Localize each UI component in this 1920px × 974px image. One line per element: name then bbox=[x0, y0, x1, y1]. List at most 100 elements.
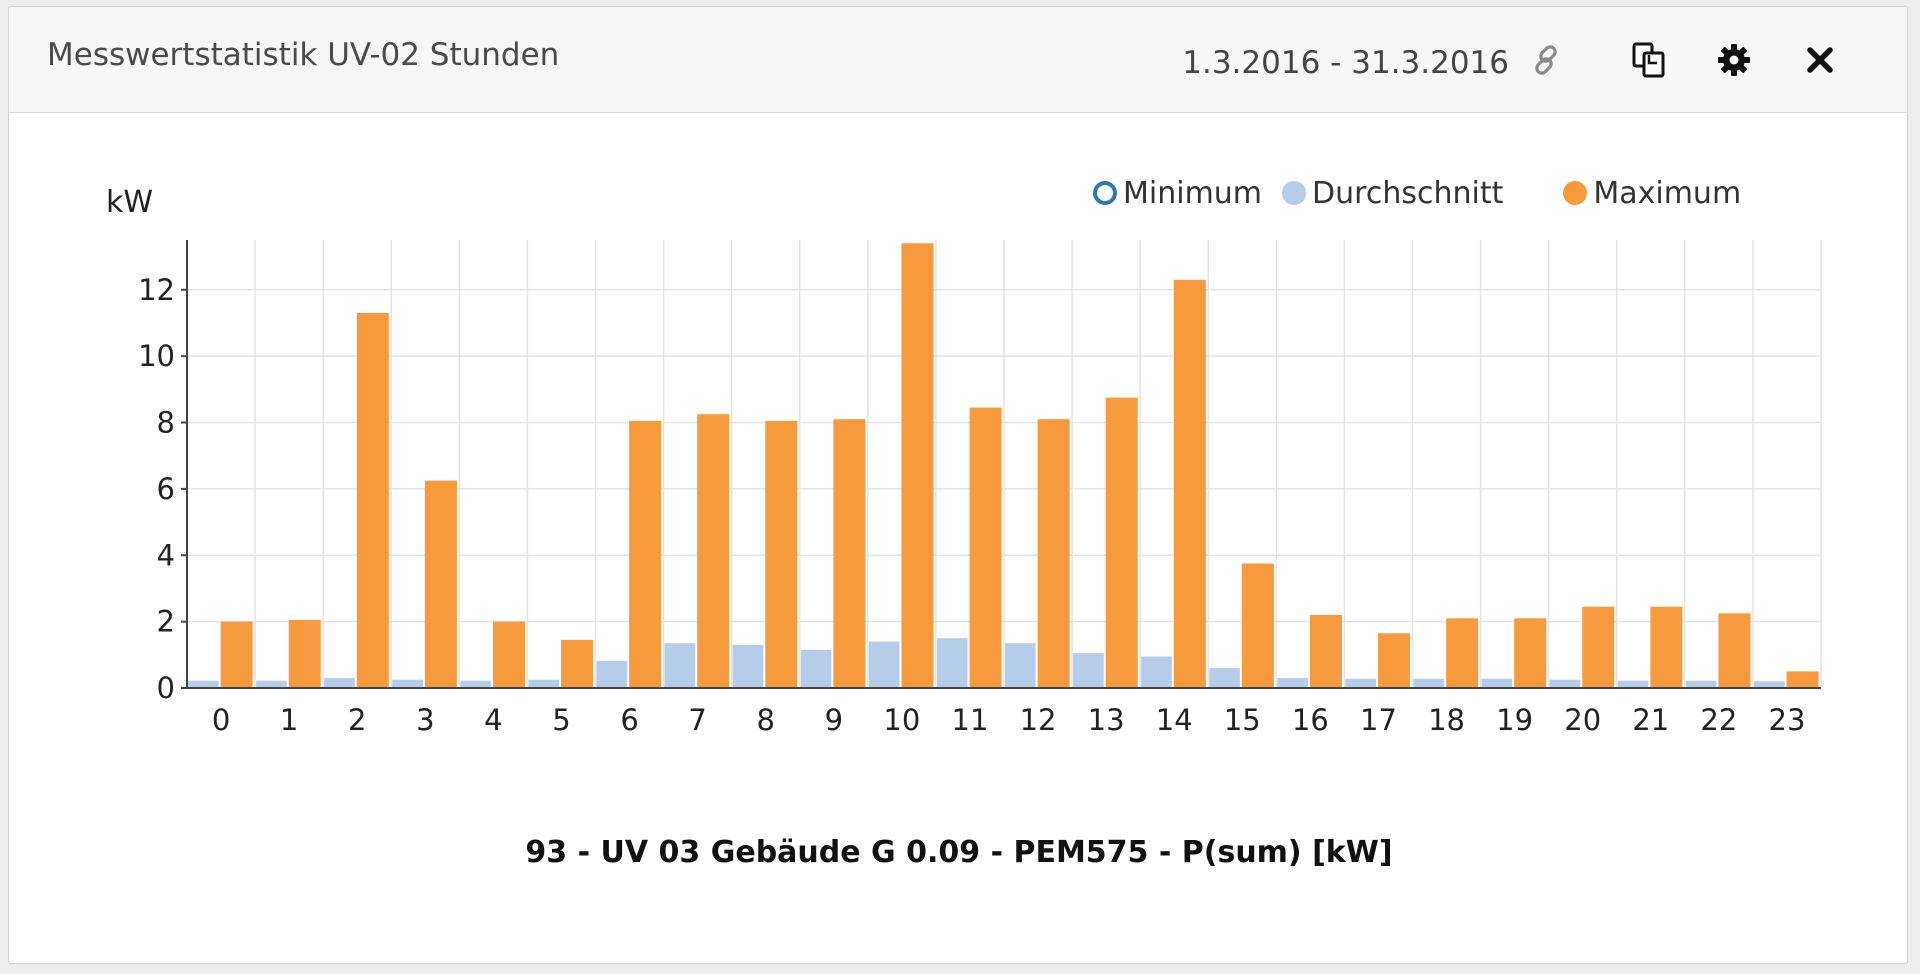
legend-item-maximum[interactable]: Maximum bbox=[1563, 176, 1741, 211]
x-tick-label: 8 bbox=[756, 703, 774, 737]
gear-icon bbox=[1718, 44, 1750, 76]
y-tick-label: 8 bbox=[157, 406, 175, 440]
x-tick-label: 23 bbox=[1769, 703, 1806, 737]
legend-marker-maximum bbox=[1563, 181, 1588, 205]
x-tick-label: 7 bbox=[688, 703, 706, 737]
y-tick-label: 2 bbox=[157, 605, 175, 639]
legend: Minimum Durchschnitt Maximum bbox=[1093, 173, 1741, 213]
bar-durchschnitt-3 bbox=[392, 679, 423, 688]
bar-maximum-4 bbox=[492, 621, 525, 688]
bar-durchschnitt-2 bbox=[324, 678, 355, 688]
bar-durchschnitt-6 bbox=[596, 660, 628, 688]
chart-area: 0 2 4 6 8 10 12 0 1 2 3 4 5 6 7 8 9 10 11 12 13 14 15 16 17 18 19 2… bbox=[9, 113, 1907, 963]
link-icon bbox=[1535, 45, 1557, 75]
close-button[interactable] bbox=[1795, 35, 1845, 85]
x-tick-label: 6 bbox=[620, 703, 638, 737]
legend-item-durchschnitt[interactable]: Durchschnitt bbox=[1282, 176, 1503, 211]
y-tick-label: 12 bbox=[138, 273, 175, 307]
x-tick-label: 20 bbox=[1564, 703, 1601, 737]
bar-maximum-20 bbox=[1582, 606, 1615, 688]
x-tick-label: 1 bbox=[280, 703, 298, 737]
x-tick-label: 12 bbox=[1020, 703, 1057, 737]
x-tick-label: 22 bbox=[1700, 703, 1737, 737]
x-tick-label: 2 bbox=[348, 703, 366, 737]
bar-maximum-9 bbox=[833, 419, 866, 688]
bar-durchschnitt-23 bbox=[1753, 681, 1785, 688]
y-tick-label: 6 bbox=[157, 472, 175, 506]
bar-maximum-7 bbox=[697, 414, 730, 688]
bar-maximum-3 bbox=[424, 480, 457, 688]
x-tick-label: 16 bbox=[1292, 703, 1329, 737]
bar-maximum-17 bbox=[1378, 633, 1411, 688]
x-tick-label: 9 bbox=[825, 703, 843, 737]
legend-marker-minimum bbox=[1093, 181, 1117, 205]
bar-durchschnitt-8 bbox=[732, 644, 764, 688]
x-tick-label: 3 bbox=[416, 703, 434, 737]
bar-maximum-12 bbox=[1037, 419, 1070, 688]
bar-durchschnitt-13 bbox=[1073, 653, 1104, 688]
legend-label-durchschnitt: Durchschnitt bbox=[1312, 175, 1504, 211]
bar-durchschnitt-11 bbox=[936, 638, 968, 688]
bar-maximum-14 bbox=[1173, 279, 1206, 688]
bar-durchschnitt-1 bbox=[256, 680, 287, 688]
x-tick-label: 10 bbox=[883, 703, 920, 737]
bar-maximum-10 bbox=[901, 243, 934, 688]
bar-durchschnitt-9 bbox=[800, 649, 832, 688]
bar-durchschnitt-5 bbox=[528, 679, 560, 688]
bar-maximum-11 bbox=[969, 407, 1002, 688]
bar-durchschnitt-22 bbox=[1685, 680, 1717, 688]
bar-maximum-23 bbox=[1786, 671, 1819, 688]
y-tick-label: 10 bbox=[138, 339, 175, 373]
bar-maximum-6 bbox=[629, 420, 662, 688]
x-tick-label: 0 bbox=[212, 703, 230, 737]
bar-maximum-21 bbox=[1650, 606, 1683, 688]
bar-maximum-16 bbox=[1309, 614, 1342, 688]
bar-durchschnitt-19 bbox=[1481, 678, 1513, 688]
x-tick-label: 14 bbox=[1156, 703, 1193, 737]
bar-durchschnitt-12 bbox=[1005, 643, 1036, 688]
x-tick-label: 4 bbox=[484, 703, 502, 737]
legend-marker-durchschnitt bbox=[1282, 181, 1307, 205]
panel-title: Messwertstatistik UV-02 Stunden bbox=[47, 37, 560, 73]
bar-maximum-13 bbox=[1105, 397, 1138, 688]
copy-icon bbox=[1632, 42, 1665, 78]
bar-durchschnitt-20 bbox=[1549, 679, 1581, 688]
copy-button[interactable] bbox=[1624, 35, 1674, 85]
bar-durchschnitt-4 bbox=[460, 680, 491, 688]
y-axis-label: kW bbox=[106, 185, 154, 220]
bar-durchschnitt-15 bbox=[1209, 668, 1240, 688]
x-tick-label: 19 bbox=[1496, 703, 1533, 737]
bar-durchschnitt-18 bbox=[1413, 678, 1445, 688]
bar-maximum-19 bbox=[1514, 618, 1547, 688]
x-tick-label: 11 bbox=[952, 703, 989, 737]
bar-maximum-5 bbox=[561, 639, 594, 688]
bar-maximum-1 bbox=[288, 619, 321, 688]
bar-durchschnitt-14 bbox=[1141, 656, 1172, 688]
bar-maximum-8 bbox=[765, 420, 798, 688]
bar-durchschnitt-16 bbox=[1277, 678, 1308, 688]
bar-maximum-2 bbox=[356, 313, 389, 688]
panel-header: Messwertstatistik UV-02 Stunden 1.3.2016… bbox=[9, 7, 1907, 113]
bar-durchschnitt-0 bbox=[188, 680, 219, 688]
legend-label-maximum: Maximum bbox=[1593, 175, 1742, 211]
date-range[interactable]: 1.3.2016 - 31.3.2016 bbox=[1182, 45, 1509, 81]
bar-maximum-15 bbox=[1241, 563, 1274, 688]
chart-panel: Messwertstatistik UV-02 Stunden 1.3.2016… bbox=[8, 6, 1908, 964]
bar-durchschnitt-7 bbox=[664, 643, 696, 688]
bar-maximum-18 bbox=[1446, 618, 1479, 688]
x-tick-label: 13 bbox=[1088, 703, 1125, 737]
legend-label-minimum: Minimum bbox=[1123, 175, 1263, 211]
y-tick-label: 4 bbox=[157, 538, 175, 572]
legend-item-minimum[interactable]: Minimum bbox=[1093, 176, 1262, 211]
bar-durchschnitt-21 bbox=[1617, 680, 1649, 688]
settings-button[interactable] bbox=[1709, 35, 1759, 85]
y-tick-label: 0 bbox=[157, 671, 175, 705]
close-icon bbox=[1807, 47, 1833, 73]
x-tick-label: 18 bbox=[1428, 703, 1465, 737]
x-axis-title: 93 - UV 03 Gebäude G 0.09 - PEM575 - P(s… bbox=[525, 835, 1393, 870]
x-tick-label: 17 bbox=[1360, 703, 1397, 737]
bar-durchschnitt-10 bbox=[868, 641, 900, 688]
link-button[interactable] bbox=[1521, 35, 1571, 85]
x-tick-label: 21 bbox=[1632, 703, 1669, 737]
